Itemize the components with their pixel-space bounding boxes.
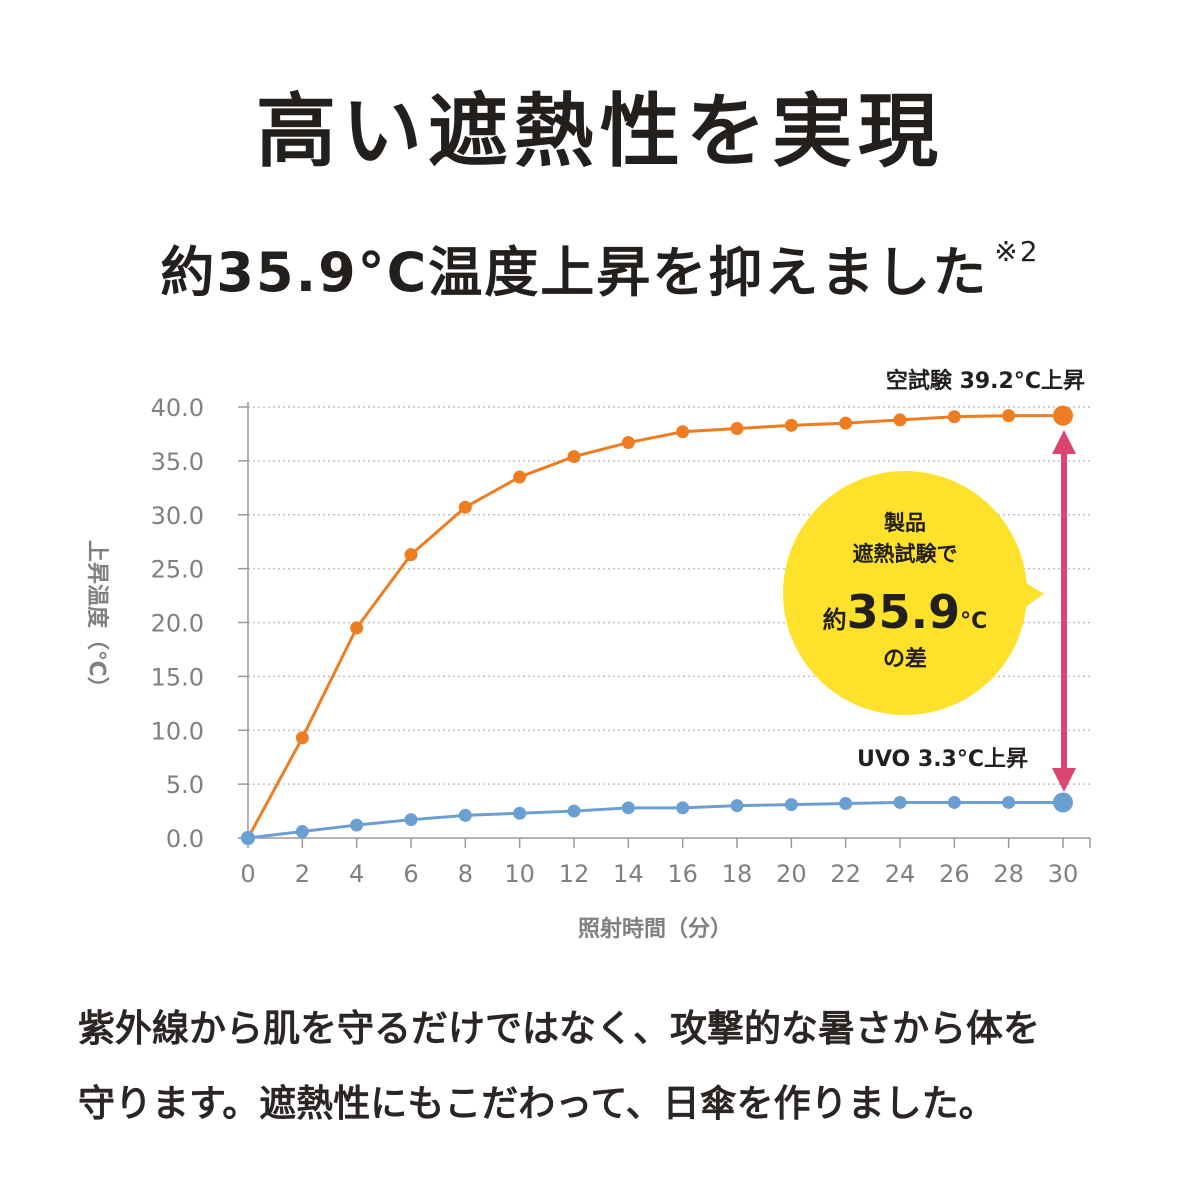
callout-line4: の差 — [883, 646, 927, 672]
product-point — [241, 831, 255, 845]
control-point — [350, 621, 364, 635]
control-point — [1053, 405, 1073, 426]
x-tick-label: 20 — [776, 860, 807, 888]
control-point — [1002, 409, 1016, 423]
control-point — [567, 450, 581, 464]
callout-value: 35.9 — [847, 585, 961, 639]
x-tick-label: 16 — [667, 860, 698, 888]
product-point — [295, 825, 309, 839]
x-tick-label: 28 — [993, 860, 1024, 888]
x-tick-label: 24 — [885, 860, 916, 888]
x-tick-label: 30 — [1048, 860, 1079, 888]
callout-prefix: 約 — [823, 606, 847, 634]
product-point — [1053, 792, 1073, 813]
product-point — [730, 799, 744, 813]
x-axis-title: 照射時間（分） — [578, 916, 732, 942]
x-tick-label: 18 — [722, 860, 753, 888]
control-point — [676, 425, 690, 439]
control-line — [246, 414, 1063, 839]
x-tick-label: 14 — [613, 860, 644, 888]
x-tick-label: 0 — [240, 860, 255, 888]
y-tick-label: 15.0 — [151, 663, 204, 691]
series: 空試験 39.2°C上昇 UVO 3.3°C上昇 — [241, 368, 1085, 845]
product-point — [350, 818, 364, 832]
control-end-label: 空試験 39.2°C上昇 — [886, 368, 1085, 394]
control-point — [839, 416, 853, 430]
callout-bubble — [783, 471, 1027, 715]
control-point — [513, 470, 527, 484]
page-subtitle: 約35.9°C温度上昇を抑えました ※2 — [0, 238, 1200, 300]
product-end-label: UVO 3.3°C上昇 — [857, 747, 1028, 772]
body-line-1: 紫外線から肌を守るだけではなく、攻撃的な暑さから体を — [78, 1007, 1040, 1050]
product-point — [839, 797, 853, 811]
x-tick-label: 6 — [403, 860, 418, 888]
callout-line2: 遮熱試験で — [853, 542, 958, 566]
x-tick-label: 8 — [458, 860, 473, 888]
product-point — [621, 801, 635, 815]
y-tick-label: 20.0 — [151, 610, 204, 638]
y-axis-title: 上昇温度（℃） — [84, 540, 110, 699]
product-point — [404, 813, 418, 827]
subtitle-note: ※2 — [994, 235, 1040, 268]
y-tick-label: 0.0 — [166, 825, 204, 853]
product-point — [1002, 795, 1016, 809]
control-point — [621, 436, 635, 450]
y-tick-label: 10.0 — [151, 717, 204, 745]
control-point — [730, 422, 744, 436]
x-tick-label: 26 — [939, 860, 970, 888]
x-tick-label: 22 — [830, 860, 861, 888]
axes: 0.05.010.015.020.025.030.035.040.00 2 4 6 8 1… — [84, 394, 1091, 942]
control-point — [893, 413, 907, 427]
product-point — [893, 795, 907, 809]
callout-line1: 製品 — [883, 511, 926, 535]
body-line-2: 守ります。遮熱性にもこだわって、日傘を作りました。 — [78, 1082, 996, 1125]
product-point — [567, 804, 581, 818]
x-tick-label: 4 — [349, 860, 364, 888]
control-point — [947, 410, 961, 424]
product-point — [513, 806, 527, 820]
callout-value-line: 約35.9°C — [823, 585, 988, 639]
x-tick-label: 10 — [504, 860, 535, 888]
product-point — [784, 798, 798, 812]
page-title: 高い遮熱性を実現 — [256, 85, 944, 178]
product-line — [247, 800, 1063, 840]
product-point — [676, 801, 690, 815]
callout-unit: °C — [960, 609, 987, 634]
y-tick-label: 25.0 — [151, 556, 204, 584]
x-tick-label: 12 — [559, 860, 590, 888]
control-point — [458, 500, 472, 514]
control-point — [784, 418, 798, 432]
control-point — [295, 731, 309, 745]
product-point — [947, 795, 961, 809]
y-tick-label: 5.0 — [166, 771, 204, 799]
y-tick-label: 30.0 — [151, 502, 204, 530]
product-point — [458, 808, 472, 822]
subtitle-text: 約35.9°C温度上昇を抑えました — [160, 241, 989, 304]
y-tick-label: 35.0 — [151, 448, 204, 476]
y-tick-label: 40.0 — [151, 394, 204, 422]
x-tick-label: 2 — [295, 860, 310, 888]
control-point — [404, 548, 418, 562]
